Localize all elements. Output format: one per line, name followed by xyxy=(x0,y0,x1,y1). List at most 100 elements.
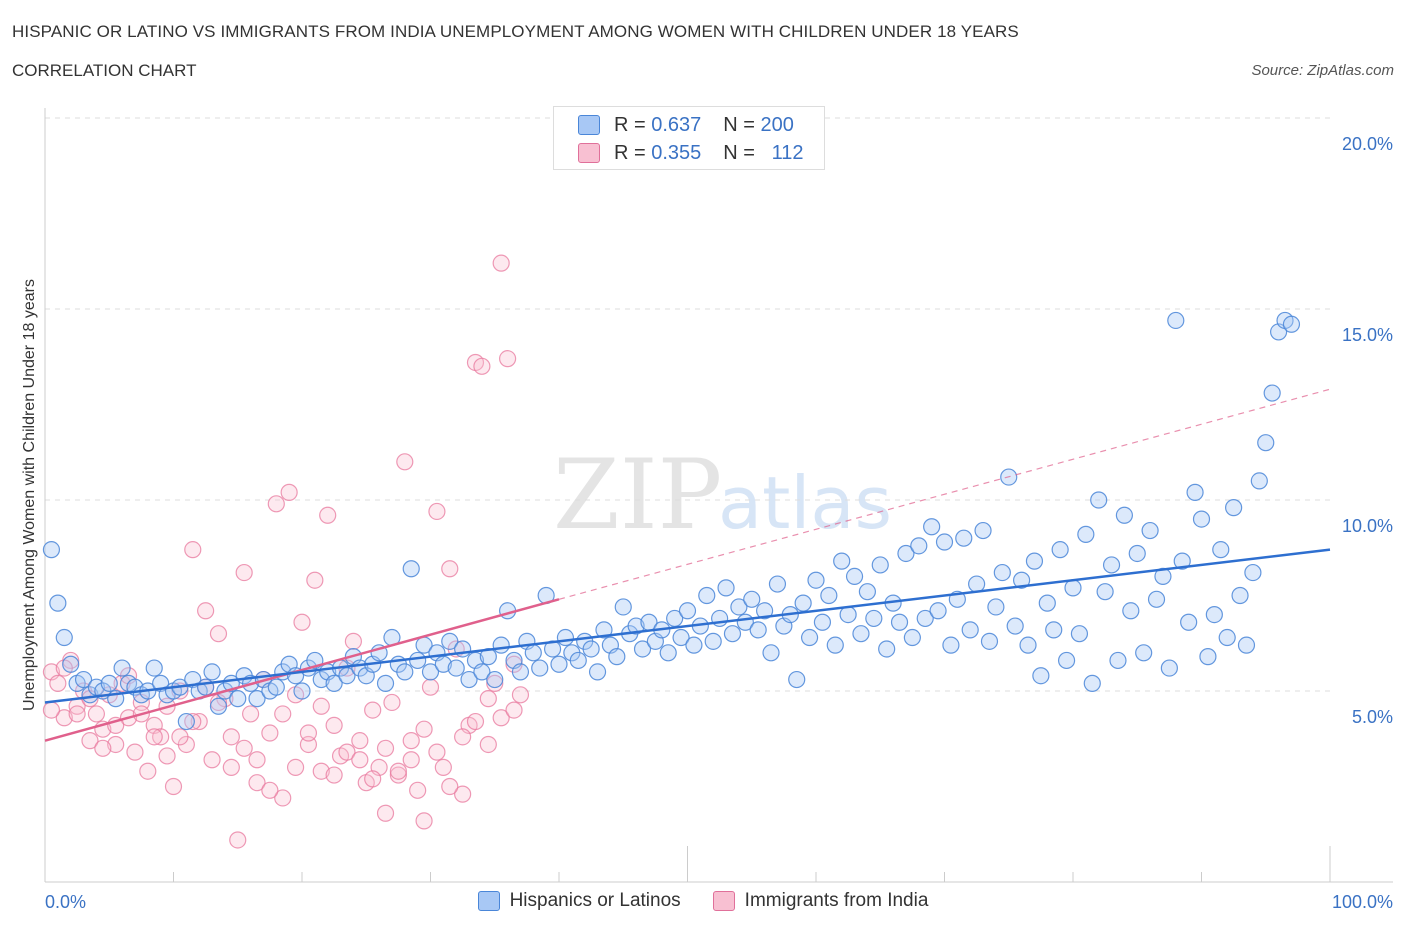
hispanic-point xyxy=(929,602,947,620)
hispanic-point xyxy=(627,617,645,635)
n-value-hispanic: 200 xyxy=(760,113,794,136)
hispanic-point xyxy=(723,625,742,643)
india-point xyxy=(42,701,61,719)
hispanic-point xyxy=(768,575,787,593)
hispanic-point xyxy=(1115,506,1134,524)
hispanic-point xyxy=(845,567,864,586)
india-point xyxy=(229,831,247,849)
hispanic-point xyxy=(1205,605,1223,624)
legend-swatch-hispanic xyxy=(477,891,500,911)
hispanic-point xyxy=(421,663,440,681)
hispanic-point xyxy=(1147,590,1166,608)
hispanic-point xyxy=(878,640,896,658)
hispanic-point xyxy=(1057,651,1076,670)
hispanic-point xyxy=(1257,434,1275,452)
india-point xyxy=(184,541,202,559)
india-point xyxy=(441,560,459,578)
hispanic-point xyxy=(447,659,465,677)
hispanic-point xyxy=(1012,571,1031,589)
hispanic-point xyxy=(486,670,504,689)
series-legend: Hispanics or Latinos Immigrants from Ind… xyxy=(0,890,1406,912)
x-tick-label-max: 100.0% xyxy=(1332,892,1393,912)
r-label: R = xyxy=(614,113,646,136)
india-point xyxy=(338,743,356,761)
india-point xyxy=(171,728,189,746)
india-point xyxy=(389,766,407,784)
hispanic-point xyxy=(100,674,118,692)
india-point xyxy=(402,732,420,750)
india-point xyxy=(486,674,504,692)
r-label: R = xyxy=(614,141,646,164)
hispanic-point xyxy=(1218,628,1236,647)
india-point xyxy=(81,732,99,750)
india-point xyxy=(428,502,446,521)
india-point xyxy=(87,705,106,723)
hispanic-point xyxy=(62,655,80,673)
hispanic-point xyxy=(1167,311,1185,330)
india-point xyxy=(364,701,382,719)
hispanic-point xyxy=(267,678,285,696)
hispanic-point xyxy=(813,613,832,631)
india-point xyxy=(197,602,215,620)
hispanic-point xyxy=(974,521,992,540)
hispanic-point xyxy=(1102,556,1121,574)
hispanic-point xyxy=(582,640,600,658)
legend-swatch-india xyxy=(712,891,735,911)
y-tick-label: 10.0% xyxy=(1342,516,1393,536)
hispanic-point xyxy=(1212,541,1230,559)
hispanic-point xyxy=(608,648,626,666)
hispanic-point xyxy=(1128,544,1146,563)
india-point xyxy=(312,697,330,715)
india-point xyxy=(364,770,382,788)
india-point xyxy=(222,758,240,777)
stats-row-hispanic: R = 0.637 N = 200 xyxy=(578,112,794,138)
hispanic-point xyxy=(897,544,915,563)
india-point xyxy=(409,781,427,799)
india-point xyxy=(261,781,279,799)
india-point xyxy=(466,712,485,731)
india-point xyxy=(505,701,523,719)
hispanic-point xyxy=(473,663,491,681)
hispanic-point xyxy=(1038,594,1056,612)
india-point xyxy=(190,712,208,731)
india-point xyxy=(55,709,73,727)
hispanic-point xyxy=(376,674,395,692)
hispanic-point xyxy=(794,594,812,612)
india-point xyxy=(267,495,285,513)
trend-lines xyxy=(44,388,1331,742)
india-point xyxy=(402,751,420,769)
hispanic-trend-line xyxy=(44,548,1331,704)
stats-row-india: R = 0.355 N = 112 xyxy=(578,140,804,166)
hispanic-point xyxy=(1173,552,1191,570)
hispanic-point xyxy=(42,541,61,559)
source-label: Source: ZipAtlas.com xyxy=(1251,62,1394,79)
hispanic-point xyxy=(177,712,195,731)
chart-title: HISPANIC OR LATINO VS IMMIGRANTS FROM IN… xyxy=(12,22,1019,41)
india-point xyxy=(344,632,362,650)
india-point xyxy=(325,766,343,784)
india-point xyxy=(107,735,125,754)
india-point xyxy=(319,506,337,524)
hispanic-point xyxy=(1250,472,1268,490)
india-point xyxy=(376,739,395,757)
hispanic-point xyxy=(800,628,819,647)
india-point xyxy=(479,735,497,754)
hispanic-point xyxy=(1282,315,1301,333)
india-point xyxy=(145,728,163,746)
india-point xyxy=(242,705,260,723)
india-point xyxy=(351,751,369,769)
watermark-atlas: atlas xyxy=(718,461,892,545)
hispanic-point xyxy=(923,518,941,536)
hispanic-point xyxy=(762,644,780,662)
hispanic-point xyxy=(1006,617,1024,635)
hispanic-point xyxy=(1186,483,1204,501)
hispanic-point xyxy=(910,537,928,555)
hispanic-point xyxy=(871,556,889,574)
india-point xyxy=(235,739,253,757)
hispanic-point xyxy=(396,663,414,681)
hispanic-point xyxy=(402,560,420,578)
hispanic-point xyxy=(1135,644,1153,662)
hispanic-point xyxy=(1051,541,1069,559)
india-point xyxy=(441,777,459,796)
r-value-hispanic: 0.637 xyxy=(651,113,702,136)
